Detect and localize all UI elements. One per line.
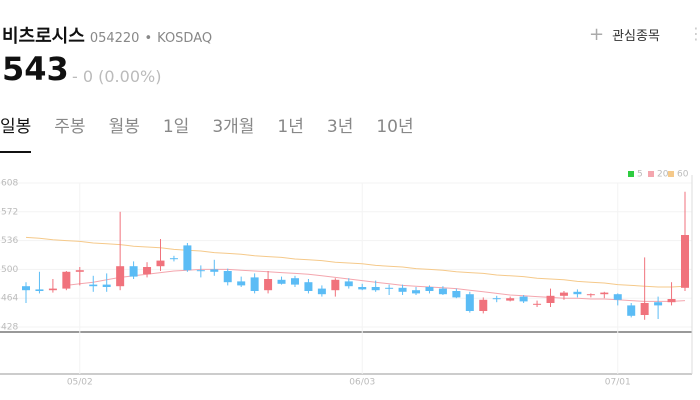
candle-body xyxy=(116,266,125,287)
candle-body xyxy=(22,286,30,291)
more-menu[interactable]: ⋮ xyxy=(688,24,700,43)
candle-body xyxy=(317,288,326,295)
price-change: - 0 (0.00%) xyxy=(72,67,162,86)
candle-body xyxy=(156,260,165,267)
candle-body xyxy=(519,296,528,302)
candle-body xyxy=(640,303,649,315)
x-tick-label: 07/01 xyxy=(605,378,631,388)
plus-icon: + xyxy=(589,24,605,45)
candle-body xyxy=(438,288,447,295)
candle-body xyxy=(533,303,542,305)
candle-body xyxy=(385,287,394,289)
y-tick-label: 500 xyxy=(1,265,18,275)
moving-average-line xyxy=(25,236,686,288)
period-tab[interactable]: 월봉 xyxy=(108,117,140,137)
period-tab[interactable]: 주봉 xyxy=(54,117,86,137)
candle-body xyxy=(304,282,313,291)
candlestick-chart: 428 464 500 536 572 608 05/02 06/03 07/01 5 20 60 xyxy=(0,170,693,388)
x-tick-label: 06/03 xyxy=(349,378,375,388)
y-tick-label: 428 xyxy=(1,323,18,333)
candle-body xyxy=(412,290,421,294)
header: 비츠로시스 054220 • KOSDAQ xyxy=(2,22,212,48)
candle-body xyxy=(223,271,232,283)
candle-body xyxy=(62,271,71,289)
separator: • xyxy=(144,31,153,46)
candle-body xyxy=(48,288,57,291)
y-tick-label: 572 xyxy=(1,207,18,217)
candle-body xyxy=(546,295,555,303)
candle-body xyxy=(183,245,192,271)
candle-body xyxy=(667,299,676,303)
candle-body xyxy=(573,291,582,295)
candle-body xyxy=(654,302,663,306)
watchlist-label: 관심종목 xyxy=(612,29,660,44)
candle-body xyxy=(371,287,380,291)
legend-label: 60 xyxy=(677,170,689,180)
candle-body xyxy=(492,298,501,300)
candle-body xyxy=(210,269,219,272)
period-tabs: 일봉 주봉 월봉 1일 3개월 1년 3년 10년 xyxy=(0,112,414,153)
candle-body xyxy=(169,258,178,260)
candle-body xyxy=(465,294,474,311)
candle-body xyxy=(143,267,152,275)
stock-code: 054220 xyxy=(89,31,140,46)
y-tick-label: 536 xyxy=(1,236,18,246)
candle-body xyxy=(613,294,622,300)
legend-swatch xyxy=(648,171,654,177)
period-tab[interactable]: 10년 xyxy=(376,117,414,137)
x-tick-label: 05/02 xyxy=(67,378,93,388)
candle-body xyxy=(89,284,98,287)
period-tab[interactable]: 3개월 xyxy=(212,117,255,137)
candle-body xyxy=(452,291,461,298)
candle-body xyxy=(129,266,138,277)
candle-body xyxy=(600,292,609,295)
period-tab[interactable]: 1일 xyxy=(162,117,190,137)
legend-swatch xyxy=(628,171,634,177)
candle-body xyxy=(479,299,488,311)
candle-body xyxy=(264,279,273,291)
legend-label: 5 xyxy=(637,170,643,180)
candle-body xyxy=(425,287,434,291)
y-tick-label: 608 xyxy=(1,179,18,189)
watchlist-button[interactable]: + 관심종목 xyxy=(589,24,660,45)
price: 543 xyxy=(2,50,69,88)
candle-body xyxy=(681,235,689,288)
period-tab[interactable]: 일봉 xyxy=(0,112,32,153)
period-tab[interactable]: 3년 xyxy=(326,117,354,137)
candle-body xyxy=(290,278,299,285)
candle-body xyxy=(75,270,84,272)
candle-body xyxy=(196,270,205,272)
period-tab[interactable]: 1년 xyxy=(277,117,304,137)
y-tick-label: 464 xyxy=(1,294,18,304)
candle-body xyxy=(237,281,246,286)
candle-body xyxy=(398,287,407,292)
candle-body xyxy=(35,289,44,291)
legend-swatch xyxy=(668,171,674,177)
candle-body xyxy=(331,279,340,291)
stock-name: 비츠로시스 xyxy=(2,26,85,47)
candle-body xyxy=(277,279,286,284)
legend-label: 20 xyxy=(657,170,669,180)
candle-body xyxy=(559,292,568,296)
candle-body xyxy=(627,305,636,316)
candle-body xyxy=(358,287,367,290)
candle-body xyxy=(506,298,515,301)
candle-body xyxy=(344,281,353,287)
market: KOSDAQ xyxy=(157,31,213,46)
candle-body xyxy=(250,277,259,291)
candle-body xyxy=(102,284,111,287)
candle-body xyxy=(586,294,595,296)
